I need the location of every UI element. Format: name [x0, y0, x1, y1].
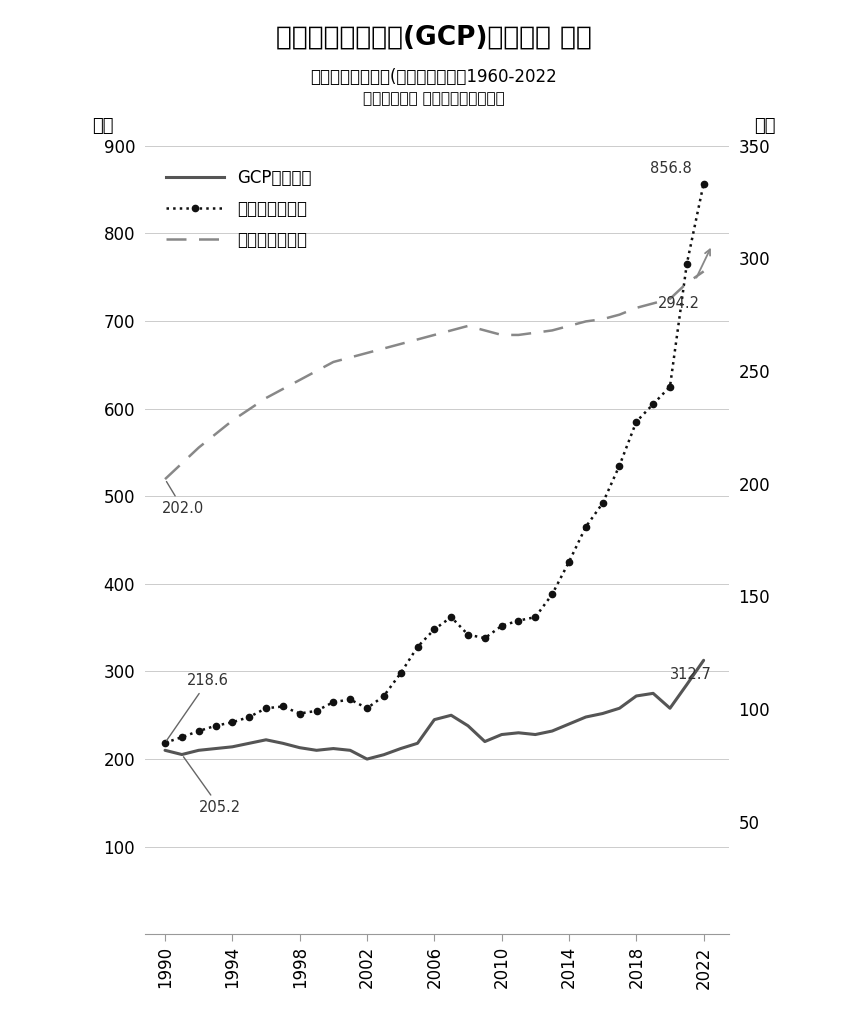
Text: 資本金全規模企業(金融保険以外）1960-2022: 資本金全規模企業(金融保険以外）1960-2022 — [310, 68, 557, 86]
Text: 万社: 万社 — [754, 118, 776, 135]
Text: 202.0: 202.0 — [161, 481, 204, 516]
Text: 図５．企業総生産(GCP)と純資産 推移: 図５．企業総生産(GCP)と純資産 推移 — [276, 25, 591, 50]
Text: 312.7: 312.7 — [670, 668, 712, 682]
Legend: GCP【兆円】, 純資産【兆円】, 企業数（万社）: GCP【兆円】, 純資産【兆円】, 企業数（万社） — [159, 162, 318, 256]
Text: 294.2: 294.2 — [658, 296, 701, 311]
Text: 856.8: 856.8 — [649, 162, 692, 176]
Text: 218.6: 218.6 — [166, 674, 229, 740]
Text: 出典：財務省 財務総合政策研究所: 出典：財務省 財務総合政策研究所 — [362, 91, 505, 106]
Text: 兆円: 兆円 — [92, 118, 114, 135]
Text: 205.2: 205.2 — [184, 757, 241, 815]
